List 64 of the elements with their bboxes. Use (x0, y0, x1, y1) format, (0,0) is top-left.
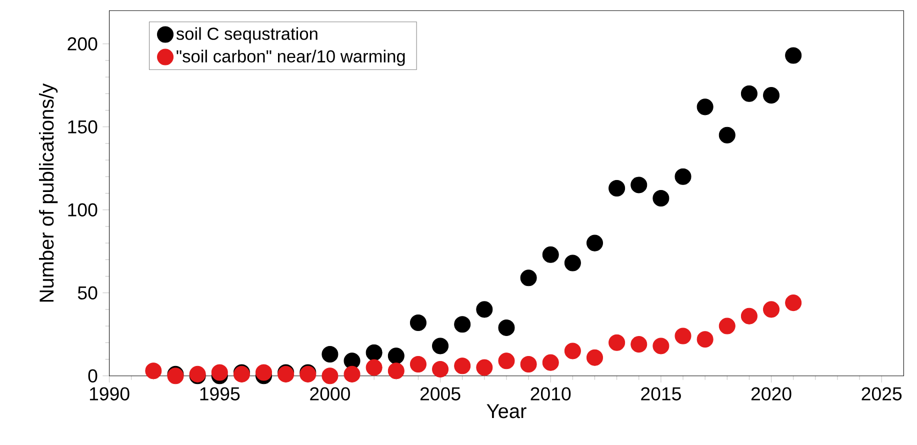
point (652, 338, 670, 354)
point (586, 349, 604, 366)
point (366, 359, 382, 376)
point (322, 368, 338, 384)
point (410, 356, 426, 372)
x-tick-label: 2005 (420, 387, 460, 400)
point (520, 356, 537, 372)
point (674, 168, 692, 185)
y-tick-label: 100 (68, 203, 98, 216)
point (630, 336, 648, 352)
point (763, 301, 780, 318)
point (740, 308, 758, 324)
point (388, 348, 404, 364)
y-tick-label: 50 (78, 286, 98, 300)
point (454, 358, 471, 374)
point (586, 234, 604, 252)
point (674, 328, 692, 344)
point (763, 86, 780, 104)
point (542, 246, 559, 263)
point (564, 254, 581, 272)
point (344, 366, 360, 382)
point (388, 362, 404, 380)
x-tick-label: 1995 (200, 387, 240, 400)
point (542, 354, 559, 371)
y-axis-title: Number of publications/y (39, 83, 58, 302)
point (476, 301, 493, 318)
point (498, 352, 515, 370)
point (696, 330, 714, 348)
point (740, 85, 758, 102)
x-tick-label: 2000 (310, 387, 350, 400)
point (785, 47, 802, 64)
point (608, 334, 626, 351)
point (432, 360, 449, 378)
point (145, 362, 162, 380)
point (630, 176, 648, 194)
x-tick-label: 1990 (90, 387, 130, 400)
point (564, 342, 581, 360)
point (718, 318, 736, 334)
point (322, 346, 338, 362)
point (255, 364, 272, 381)
legend-label: "soil carbon" near/10 warming (176, 50, 405, 66)
point (696, 98, 714, 116)
x-tick-label: 2010 (530, 387, 571, 400)
point (410, 314, 426, 331)
point (454, 316, 471, 333)
point (785, 294, 802, 311)
y-tick-label: 150 (68, 120, 98, 134)
x-tick-label: 2015 (641, 387, 681, 400)
point (520, 270, 537, 286)
point (366, 344, 382, 361)
point (652, 190, 670, 206)
point (476, 359, 493, 376)
x-tick-label: 2025 (862, 387, 902, 400)
point (211, 364, 228, 381)
y-tick-label: 200 (68, 37, 98, 50)
point (718, 126, 736, 144)
point (344, 352, 360, 370)
x-axis-title: Year (486, 404, 526, 418)
x-tick-label: 2020 (751, 387, 792, 400)
point (432, 338, 449, 354)
legend-label: soil C sequstration (176, 27, 318, 44)
y-tick-label: 0 (88, 369, 98, 382)
point (498, 319, 515, 336)
point (608, 180, 626, 196)
